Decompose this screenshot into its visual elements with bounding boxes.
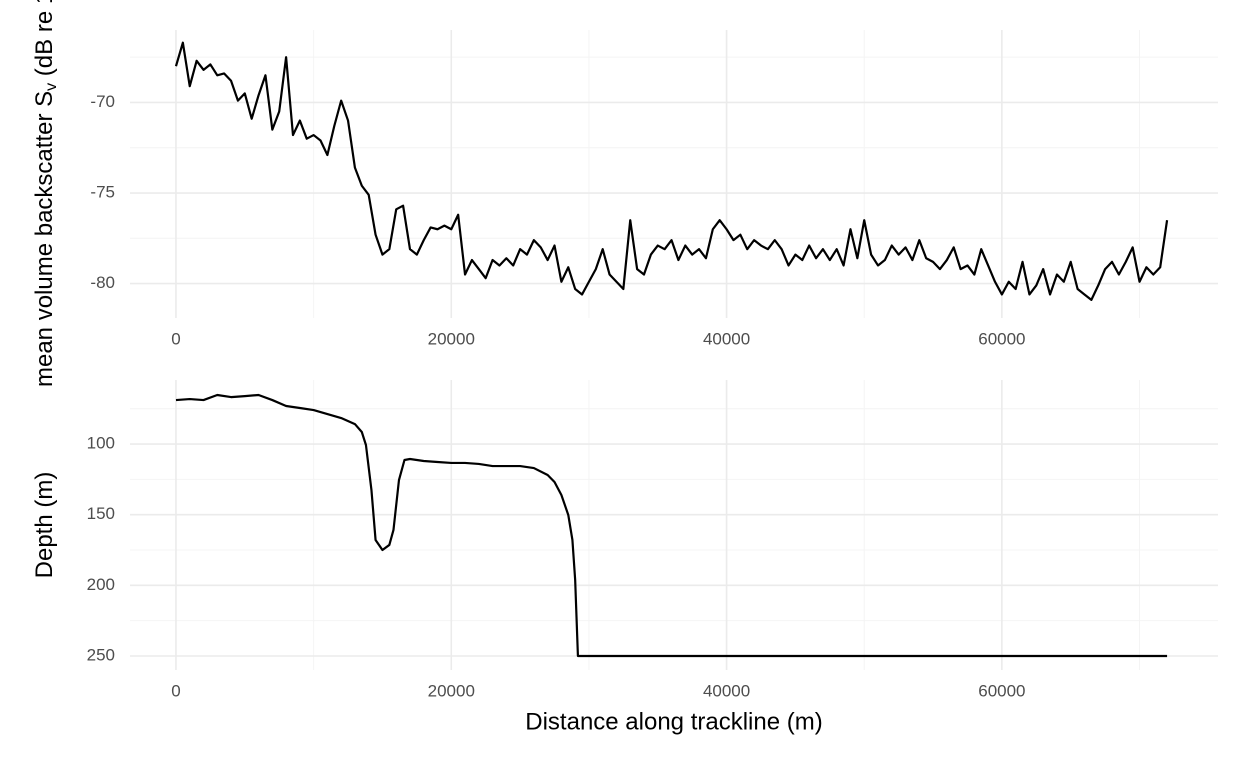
y-axis-title-text: mean volume backscatter S <box>31 91 58 387</box>
x-axis-title: Distance along trackline (m) <box>525 708 822 735</box>
y-tick-label: 200 <box>87 575 115 594</box>
x-tick-label: 60000 <box>978 681 1025 700</box>
x-tick-label: 40000 <box>703 329 750 348</box>
y-tick-label: -75 <box>90 183 115 202</box>
y-tick-label: -70 <box>90 92 115 111</box>
data-line <box>174 41 1169 301</box>
x-tick-label: 0 <box>171 329 180 348</box>
x-tick-label: 20000 <box>428 681 475 700</box>
y-tick-label: 100 <box>87 434 115 453</box>
y-axis-title-subscript: v <box>43 83 60 91</box>
y-axis-title-text: Depth (m) <box>31 472 58 579</box>
x-tick-label: 40000 <box>703 681 750 700</box>
x-tick-label: 60000 <box>978 329 1025 348</box>
y-axis-title: Depth (m) <box>31 472 58 579</box>
x-tick-label: 20000 <box>428 329 475 348</box>
data-line <box>175 393 1168 658</box>
y-tick-label: 150 <box>87 504 115 523</box>
y-tick-label: -80 <box>90 273 115 292</box>
y-axis-title: mean volume backscatter Sv (dB re 1 m-1) <box>31 0 60 387</box>
y-axis-title-suffix: (dB re 1 m-1) <box>31 0 58 83</box>
y-tick-label: 250 <box>87 645 115 664</box>
x-tick-label: 0 <box>171 681 180 700</box>
